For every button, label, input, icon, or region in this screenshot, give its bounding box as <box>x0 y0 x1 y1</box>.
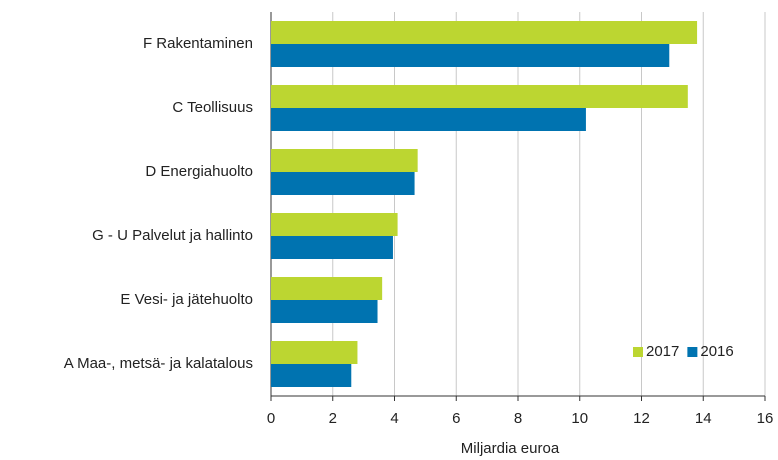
y-tick-label: G - U Palvelut ja hallinto <box>92 227 253 244</box>
legend-swatch <box>687 347 698 357</box>
bar <box>271 236 393 259</box>
legend-swatch <box>633 347 643 357</box>
bar <box>271 21 698 44</box>
y-tick-label: A Maa-, metsä- ja kalatalous <box>64 355 253 372</box>
legend-label: 2017 <box>646 343 679 360</box>
x-tick-label: 2 <box>329 410 337 427</box>
y-tick-label: E Vesi- ja jätehuolto <box>120 291 253 308</box>
x-tick-label: 10 <box>571 410 588 427</box>
bar <box>271 149 418 172</box>
legend-label: 2016 <box>700 343 733 360</box>
bar <box>271 213 398 236</box>
x-axis-label: Miljardia euroa <box>461 440 560 457</box>
x-tick-label: 14 <box>695 410 712 427</box>
bar <box>271 300 378 323</box>
x-tick-label: 16 <box>757 410 774 427</box>
bar <box>271 172 415 195</box>
bar <box>271 85 688 108</box>
y-tick-label: F Rakentaminen <box>143 35 253 52</box>
y-tick-label: D Energiahuolto <box>145 163 253 180</box>
bar <box>271 108 586 131</box>
x-tick-label: 8 <box>514 410 522 427</box>
bar <box>271 364 352 387</box>
x-tick-label: 6 <box>452 410 460 427</box>
bar <box>271 44 670 67</box>
x-tick-label: 4 <box>390 410 398 427</box>
y-tick-label: C Teollisuus <box>172 99 253 116</box>
x-tick-label: 12 <box>633 410 650 427</box>
x-tick-label: 0 <box>267 410 275 427</box>
bar <box>271 277 383 300</box>
bar <box>271 341 358 364</box>
